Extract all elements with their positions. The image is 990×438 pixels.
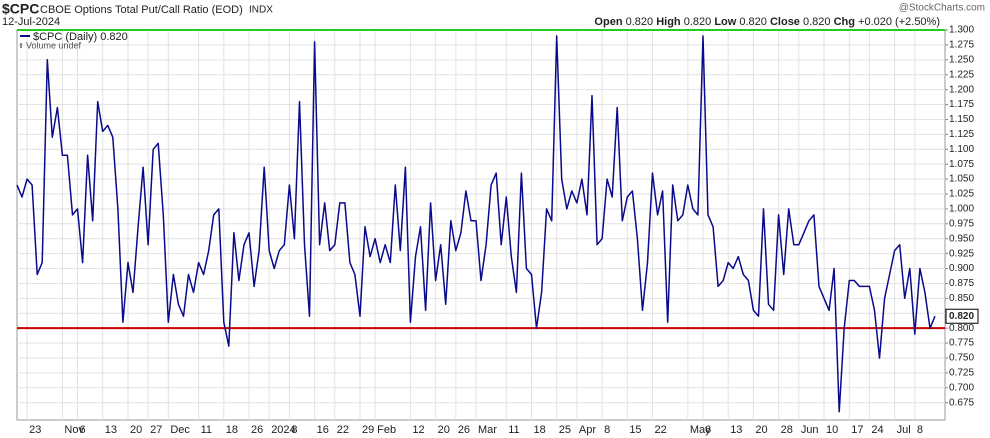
y-tick-label: 1.025 xyxy=(949,189,974,200)
x-tick-label: 12 xyxy=(412,424,424,436)
y-tick-label: 0.975 xyxy=(949,218,974,229)
volume-note: Volume undef xyxy=(26,40,82,50)
legend-entry: $CPC (Daily) 0.820 xyxy=(33,31,128,43)
quote-label: Low xyxy=(714,16,736,28)
x-tick-label: 29 xyxy=(362,424,374,436)
x-tick-label: 18 xyxy=(226,424,238,436)
x-tick-label: Jul xyxy=(897,424,911,436)
x-tick-label: 6 xyxy=(80,424,86,436)
x-tick-label: 6 xyxy=(705,424,711,436)
y-tick-label: 1.175 xyxy=(949,99,974,110)
chart-title: CBOE Options Total Put/Call Ratio (EOD) xyxy=(40,4,243,16)
x-tick-label: 20 xyxy=(438,424,450,436)
y-tick-label: 1.225 xyxy=(949,69,974,80)
quote-label: Open xyxy=(594,16,622,28)
x-tick-label: 8 xyxy=(604,424,610,436)
x-tick-label: Nov xyxy=(64,424,84,436)
date: 12-Jul-2024 xyxy=(2,16,60,28)
x-tick-label: 24 xyxy=(871,424,883,436)
y-tick-label: 0.750 xyxy=(949,353,974,364)
y-tick-label: 0.725 xyxy=(949,368,974,379)
x-tick-label: 25 xyxy=(559,424,571,436)
x-tick-label: 16 xyxy=(317,424,329,436)
quote-label: High xyxy=(656,16,681,28)
brand: @StockCharts.com xyxy=(899,3,985,14)
y-tick-label: 1.125 xyxy=(949,129,974,140)
x-tick-label: 13 xyxy=(105,424,117,436)
x-tick-label: Mar xyxy=(478,424,497,436)
x-tick-label: 18 xyxy=(533,424,545,436)
y-tick-label: 1.000 xyxy=(949,204,974,215)
x-tick-label: 20 xyxy=(130,424,142,436)
x-tick-label: 28 xyxy=(781,424,793,436)
quote-label: Close xyxy=(770,16,800,28)
y-tick-label: 1.150 xyxy=(949,114,974,125)
x-tick-label: 26 xyxy=(458,424,470,436)
y-tick-label: 0.775 xyxy=(949,338,974,349)
y-tick-label: 1.075 xyxy=(949,159,974,170)
y-tick-label: 1.200 xyxy=(949,84,974,95)
x-tick-label: Feb xyxy=(377,424,396,436)
quote-value: 0.820 xyxy=(739,16,767,28)
quote-value: 0.820 xyxy=(684,16,712,28)
series-line xyxy=(16,35,936,413)
x-tick-label: 15 xyxy=(629,424,641,436)
x-tick-label: 11 xyxy=(508,424,519,436)
symbol: $CPC xyxy=(2,1,39,17)
y-tick-label: 1.100 xyxy=(949,144,974,155)
y-tick-label: 1.275 xyxy=(949,40,974,51)
grid: 0.6750.7000.7250.7500.7750.8000.8250.850… xyxy=(17,25,974,436)
x-tick-label: Jun xyxy=(801,424,819,436)
y-tick-label: 0.700 xyxy=(949,382,974,393)
y-tick-label: 0.950 xyxy=(949,233,974,244)
x-tick-label: Apr xyxy=(579,424,596,436)
quote-value: 0.820 xyxy=(626,16,654,28)
y-tick-label: 1.250 xyxy=(949,54,974,65)
x-tick-label: 26 xyxy=(251,424,263,436)
x-tick-label: 20 xyxy=(755,424,767,436)
x-tick-label: 17 xyxy=(851,424,863,436)
volume-icon xyxy=(20,43,22,48)
y-tick-label: 0.675 xyxy=(949,397,974,408)
legend-name: $CPC (Daily) xyxy=(33,31,97,43)
quote-value: 0.820 xyxy=(803,16,831,28)
legend-value: 0.820 xyxy=(100,31,128,43)
y-tick-label: 0.875 xyxy=(949,278,974,289)
y-tick-label: 0.850 xyxy=(949,293,974,304)
y-tick-label: 0.900 xyxy=(949,263,974,274)
y-tick-label: 1.300 xyxy=(949,25,974,36)
quote-label: Chg xyxy=(834,16,855,28)
x-tick-label: 13 xyxy=(730,424,742,436)
quote-value: +0.020 (+2.50%) xyxy=(858,16,940,28)
exchange: INDX xyxy=(249,5,273,16)
x-tick-label: 27 xyxy=(150,424,162,436)
x-tick-label: May xyxy=(690,424,711,436)
x-tick-label: 8 xyxy=(291,424,297,436)
plot-frame xyxy=(16,29,946,421)
last-value-label: 0.820 xyxy=(949,311,974,322)
x-tick-label: 10 xyxy=(826,424,838,436)
x-tick-label: 11 xyxy=(201,424,212,436)
last-value-box xyxy=(945,308,979,324)
x-tick-label: 22 xyxy=(655,424,667,436)
x-tick-label: 23 xyxy=(29,424,41,436)
x-tick-label: 22 xyxy=(337,424,349,436)
marks: 0.820 xyxy=(16,29,979,413)
x-tick-label: 8 xyxy=(917,424,923,436)
x-tick-label: Dec xyxy=(170,424,190,436)
y-tick-label: 1.050 xyxy=(949,174,974,185)
y-tick-label: 0.925 xyxy=(949,248,974,259)
quote: Open 0.820 High 0.820 Low 0.820 Close 0.… xyxy=(594,16,940,28)
y-tick-label: 0.800 xyxy=(949,323,974,334)
x-tick-label: 2024 xyxy=(271,424,295,436)
